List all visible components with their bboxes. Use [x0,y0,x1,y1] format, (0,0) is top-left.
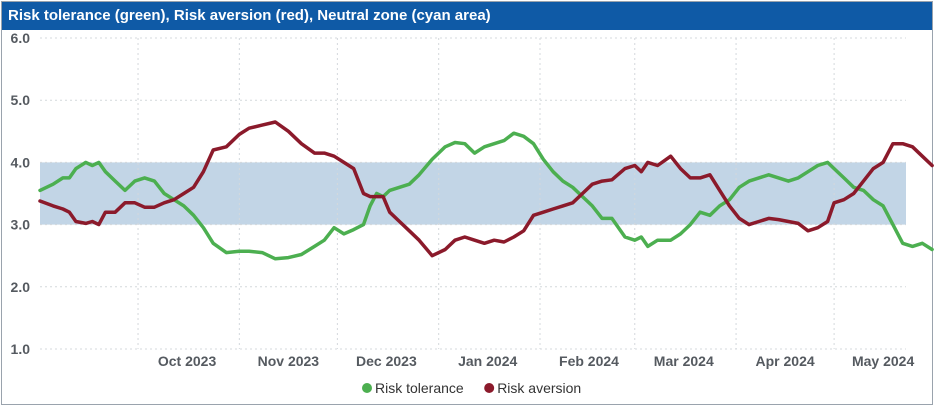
y-tick-label: 2.0 [11,279,31,295]
y-tick-label: 6.0 [11,30,31,46]
neutral-zone-area [40,162,906,225]
y-tick-label: 1.0 [11,341,31,357]
x-tick-label: Dec 2023 [356,353,417,369]
x-tick-label: Mar 2024 [654,353,714,369]
x-tick-label: Nov 2023 [258,353,320,369]
series-line-risk-aversion [38,120,934,258]
legend-label: Risk aversion [497,380,581,396]
legend-marker [484,383,495,393]
grid-lines [40,37,906,350]
legend-marker [362,383,372,393]
x-tick-label: Jan 2024 [458,353,517,369]
y-tick-label: 4.0 [11,154,31,170]
x-tick-label: Apr 2024 [756,353,815,369]
y-tick-label: 5.0 [11,92,31,108]
x-axis-ticks: Oct 2023 Nov 2023 Dec 2023 Jan 2024 Feb 2024… [158,353,915,369]
legend-label: Risk tolerance [375,380,464,396]
y-axis-ticks: 1.0 2.0 3.0 4.0 5.0 6.0 [11,30,31,357]
series-lines [38,120,934,261]
x-tick-label: Oct 2023 [158,353,217,369]
legend: Risk tolerance Risk aversion [362,380,581,396]
x-tick-label: Feb 2024 [559,353,619,369]
chart-title: Risk tolerance (green), Risk aversion (r… [2,2,932,30]
x-tick-label: May 2024 [852,353,914,369]
y-tick-label: 3.0 [11,217,31,233]
